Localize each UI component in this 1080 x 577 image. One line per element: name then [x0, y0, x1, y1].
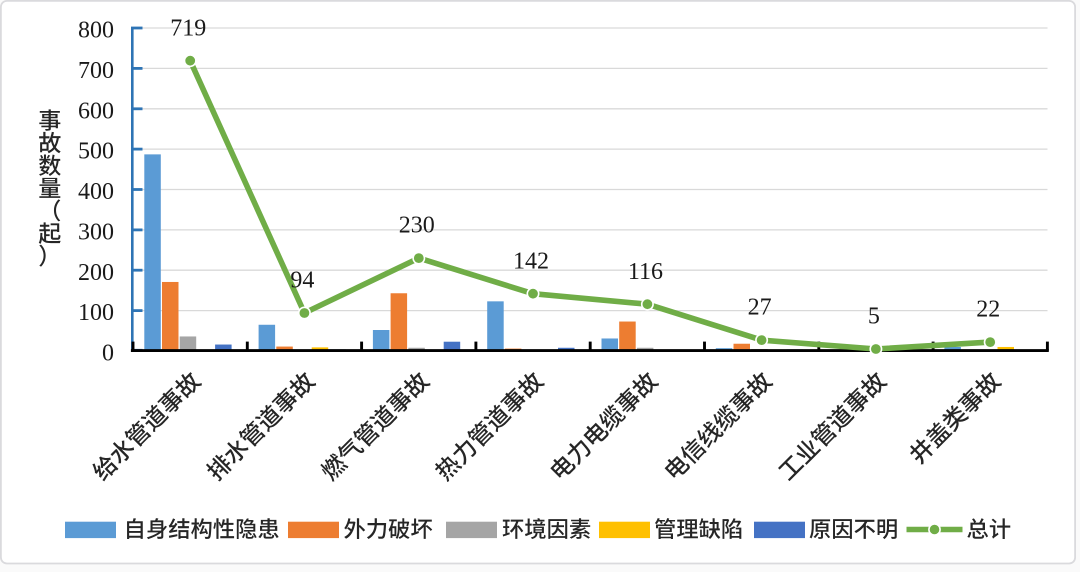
- svg-text:400: 400: [78, 179, 114, 205]
- svg-text:230: 230: [399, 213, 435, 239]
- svg-text:500: 500: [78, 139, 114, 165]
- svg-text:719: 719: [170, 15, 206, 41]
- svg-text:0: 0: [102, 341, 114, 367]
- svg-text:300: 300: [78, 220, 114, 246]
- svg-text:100: 100: [78, 300, 114, 326]
- svg-text:800: 800: [78, 18, 114, 44]
- svg-text:116: 116: [628, 259, 663, 285]
- svg-text:700: 700: [78, 58, 114, 84]
- svg-text:22: 22: [976, 297, 1000, 323]
- svg-text:27: 27: [748, 295, 772, 321]
- svg-text:5: 5: [868, 304, 880, 330]
- svg-text:600: 600: [78, 98, 114, 124]
- svg-text:142: 142: [513, 248, 549, 274]
- svg-text:94: 94: [290, 268, 314, 294]
- svg-text:200: 200: [78, 260, 114, 286]
